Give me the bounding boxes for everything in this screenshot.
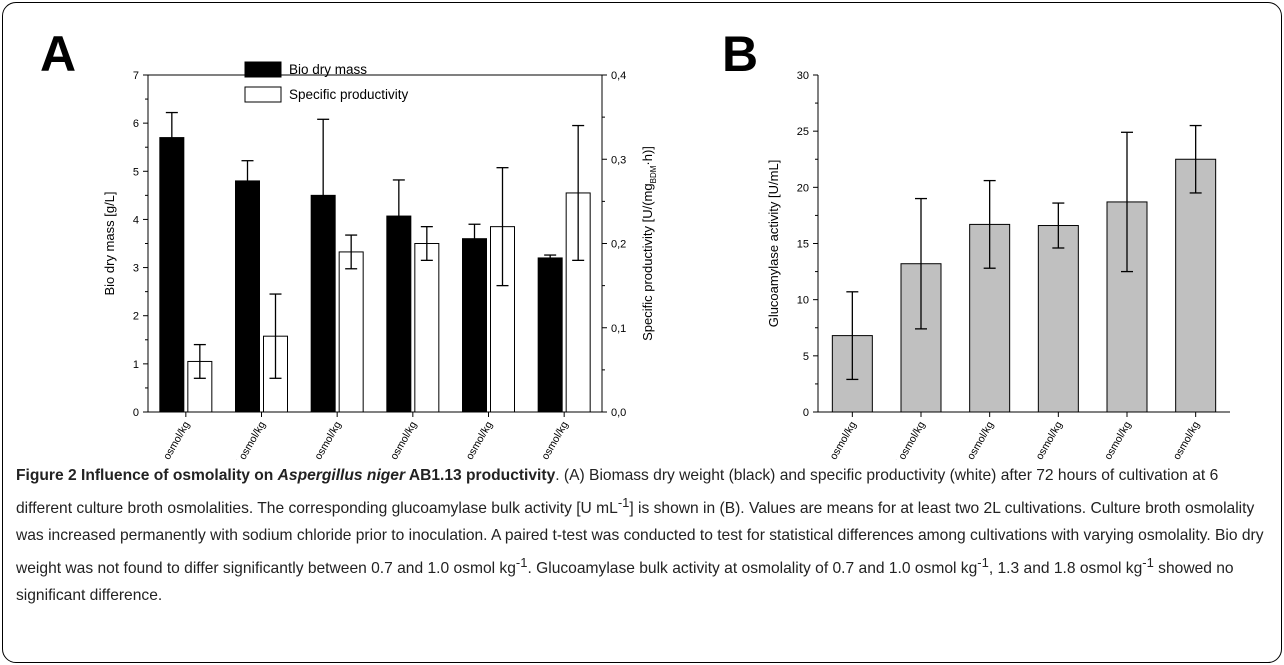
x-tick-label-b: 0,2 osmol/kg [819, 419, 859, 460]
y-tick-label-b: 5 [803, 351, 809, 363]
x-tick-label-a: 0,2 osmol/kg [152, 419, 192, 460]
y-tick-label-b: 10 [797, 295, 809, 307]
x-tick-label-b: 1,8 osmol/kg [1093, 419, 1133, 460]
y-tick-label-b: 0 [803, 407, 809, 419]
y2-tick-label-a: 0,2 [611, 239, 626, 251]
legend-label-specific-productivity: Specific productivity [289, 87, 409, 102]
x-tick-label-a: 0,7 osmol/kg [228, 419, 268, 460]
y-tick-label-b: 25 [797, 126, 809, 138]
x-tick-label-b: 1,3 osmol/kg [1025, 419, 1065, 460]
y-tick-label-a: 2 [133, 311, 139, 323]
x-tick-label-b: 0,7 osmol/kg [887, 419, 927, 460]
bar-bio-dry-mass [235, 180, 260, 413]
caption-sup-2: -1 [515, 555, 528, 571]
y-axis-label-b: Glucoamylase activity [U/mL] [766, 160, 781, 328]
legend-label-bio-dry-mass: Bio dry mass [289, 62, 367, 77]
bar-bio-dry-mass [537, 257, 563, 413]
y2-tick-label-a: 0,4 [611, 70, 626, 82]
bar-bio-dry-mass [462, 238, 487, 413]
y-tick-label-a: 4 [133, 214, 139, 226]
y-tick-label-b: 20 [797, 182, 809, 194]
caption-title: Figure 2 Influence of osmolality on Aspe… [16, 467, 555, 484]
x-tick-label-b: 2,4 osmol/kg [1162, 419, 1202, 460]
x-tick-label-b: 1,0 osmol/kg [956, 419, 996, 460]
y-tick-label-a: 0 [133, 407, 139, 419]
x-tick-label-a: 2,4 osmol/kg [531, 419, 571, 460]
bar-specific-productivity [414, 243, 440, 413]
y-tick-label-a: 5 [133, 166, 139, 178]
bar-bio-dry-mass [159, 137, 185, 413]
bar-glucoamylase-activity [1037, 225, 1079, 413]
chart-a: 0 1 2 3 4 5 6 7 0,0 0,1 0,2 0,3 0,4 Bio dry mass [g/L… [102, 61, 658, 460]
figure-charts: A B 0 1 2 3 4 5 6 7 0,0 0,1 0,2 0,3 0,4 Bio dry mass … [40, 26, 1230, 460]
y-tick-label-a: 7 [133, 70, 139, 82]
x-tick-label-a: 1,3 osmol/kg [379, 419, 419, 460]
panel-a-letter: A [40, 26, 76, 82]
chart-b: 0 5 10 15 20 25 30 Glucoamylase activity [U/mL]… [766, 70, 1230, 460]
caption-title-prefix: Figure 2 Influence of osmolality on [16, 467, 278, 484]
y2-tick-label-a: 0,0 [611, 407, 626, 419]
caption-sup-1: -1 [617, 495, 630, 510]
caption-title-suffix: AB1.13 productivity [405, 467, 556, 484]
y2-tick-label-a: 0,1 [611, 323, 626, 335]
caption-body-5: showed no significant difference. [16, 560, 1234, 605]
caption-body-3: . Glucoamylase bulk activity at osmolali… [527, 560, 978, 578]
legend-swatch-specific-productivity [244, 86, 282, 103]
y2-tick-label-a: 0,3 [611, 154, 626, 166]
legend-swatch-bio-dry-mass [244, 61, 282, 78]
y2-axis-label-a: Specific productivity [U/(mgBDM·h)] [640, 146, 658, 341]
caption-body-1: . (A) Biomass dry weight (black) and spe… [16, 467, 1219, 518]
caption-title-species: Aspergillus niger [277, 467, 406, 484]
x-tick-label-a: 1,0 osmol/kg [304, 419, 344, 460]
bar-glucoamylase-activity [1175, 158, 1217, 413]
y-tick-label-b: 15 [797, 239, 809, 251]
y-tick-label-b: 30 [797, 70, 809, 82]
panel-b-letter: B [722, 26, 758, 82]
caption-sup-4: -1 [1142, 555, 1154, 571]
caption-body-2: ] is shown in (B). Values are means for … [16, 500, 1264, 578]
y-tick-label-a: 1 [133, 359, 139, 371]
y-axis-label-a: Bio dry mass [g/L] [102, 191, 117, 295]
caption-body-4: , 1.3 and 1.8 osmol kg [988, 560, 1143, 578]
x-tick-label-a: 1,8 osmol/kg [455, 419, 495, 460]
plot-frame-a [147, 74, 603, 413]
figure-caption: Figure 2 Influence of osmolality on Aspe… [16, 462, 1272, 609]
y-tick-label-a: 6 [133, 118, 139, 130]
y-tick-label-a: 3 [133, 263, 139, 275]
bar-specific-productivity [338, 251, 364, 413]
caption-sup-3: -1 [977, 555, 989, 571]
